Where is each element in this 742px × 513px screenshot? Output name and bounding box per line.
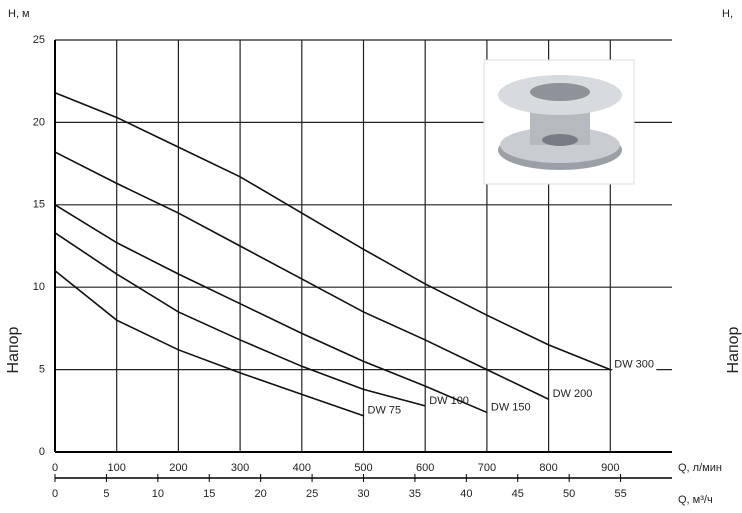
y-tick-label: 5 (39, 364, 45, 376)
curve-label-bg (612, 357, 657, 371)
curve-label: DW 100 (429, 395, 469, 407)
x-tick-label: 200 (169, 462, 187, 474)
x2-label: Q, м³/ч (678, 494, 713, 506)
y-label-top: H, м (8, 8, 30, 20)
x2-tick-label: 10 (152, 488, 164, 500)
x-tick-label: 100 (108, 462, 126, 474)
curve (54, 91, 611, 371)
x2-tick-label: 30 (357, 488, 369, 500)
curve-label: DW 75 (368, 405, 402, 417)
x-tick-label: 500 (354, 462, 372, 474)
x2-tick-label: 15 (203, 488, 215, 500)
plot-area: 0 5 10 15 20 25 0 100 200 300 400 500 600 700 800 900 0 5… (33, 34, 672, 500)
x-tick-label: 400 (293, 462, 311, 474)
x-tick-label: 0 (52, 462, 58, 474)
curve (54, 270, 364, 417)
x-tick-label: 900 (601, 462, 619, 474)
curve (54, 204, 488, 414)
x-tick-label: 300 (231, 462, 249, 474)
x-tick-label: 800 (539, 462, 557, 474)
x2-tick-label: 25 (306, 488, 318, 500)
x-tick-label: 600 (416, 462, 434, 474)
product-photo (483, 59, 635, 185)
x-label: Q, л/мин (678, 462, 722, 474)
x2-tick-label: 0 (52, 488, 58, 500)
curve-label: DW 300 (614, 359, 654, 371)
curve-label: DW 200 (553, 388, 593, 400)
right-y-label-top: H, (722, 8, 733, 20)
curve-label: DW 150 (491, 401, 531, 413)
x2-tick-label: 5 (103, 488, 109, 500)
y-label: Напор (5, 326, 22, 373)
curve (54, 232, 426, 407)
y-tick-label: 10 (33, 281, 45, 293)
right-y-label: Напор (725, 326, 742, 373)
curve (54, 151, 549, 400)
curve-label-bg (427, 393, 472, 407)
y-tick-label: 15 (33, 199, 45, 211)
x-tick-label: 700 (478, 462, 496, 474)
y-tick-label: 0 (39, 446, 45, 458)
x2-tick-label: 40 (460, 488, 472, 500)
x2-tick-label: 50 (563, 488, 575, 500)
curve-label-bg (488, 400, 533, 414)
x2-tick-label: 20 (255, 488, 267, 500)
y-tick-label: 20 (33, 116, 45, 128)
curve-label-bg (550, 387, 595, 401)
x2-tick-label: 35 (409, 488, 421, 500)
y-tick-label: 25 (33, 34, 45, 46)
x2-tick-label: 45 (512, 488, 524, 500)
curve-label-bg (365, 403, 410, 417)
x2-tick-label: 55 (614, 488, 626, 500)
